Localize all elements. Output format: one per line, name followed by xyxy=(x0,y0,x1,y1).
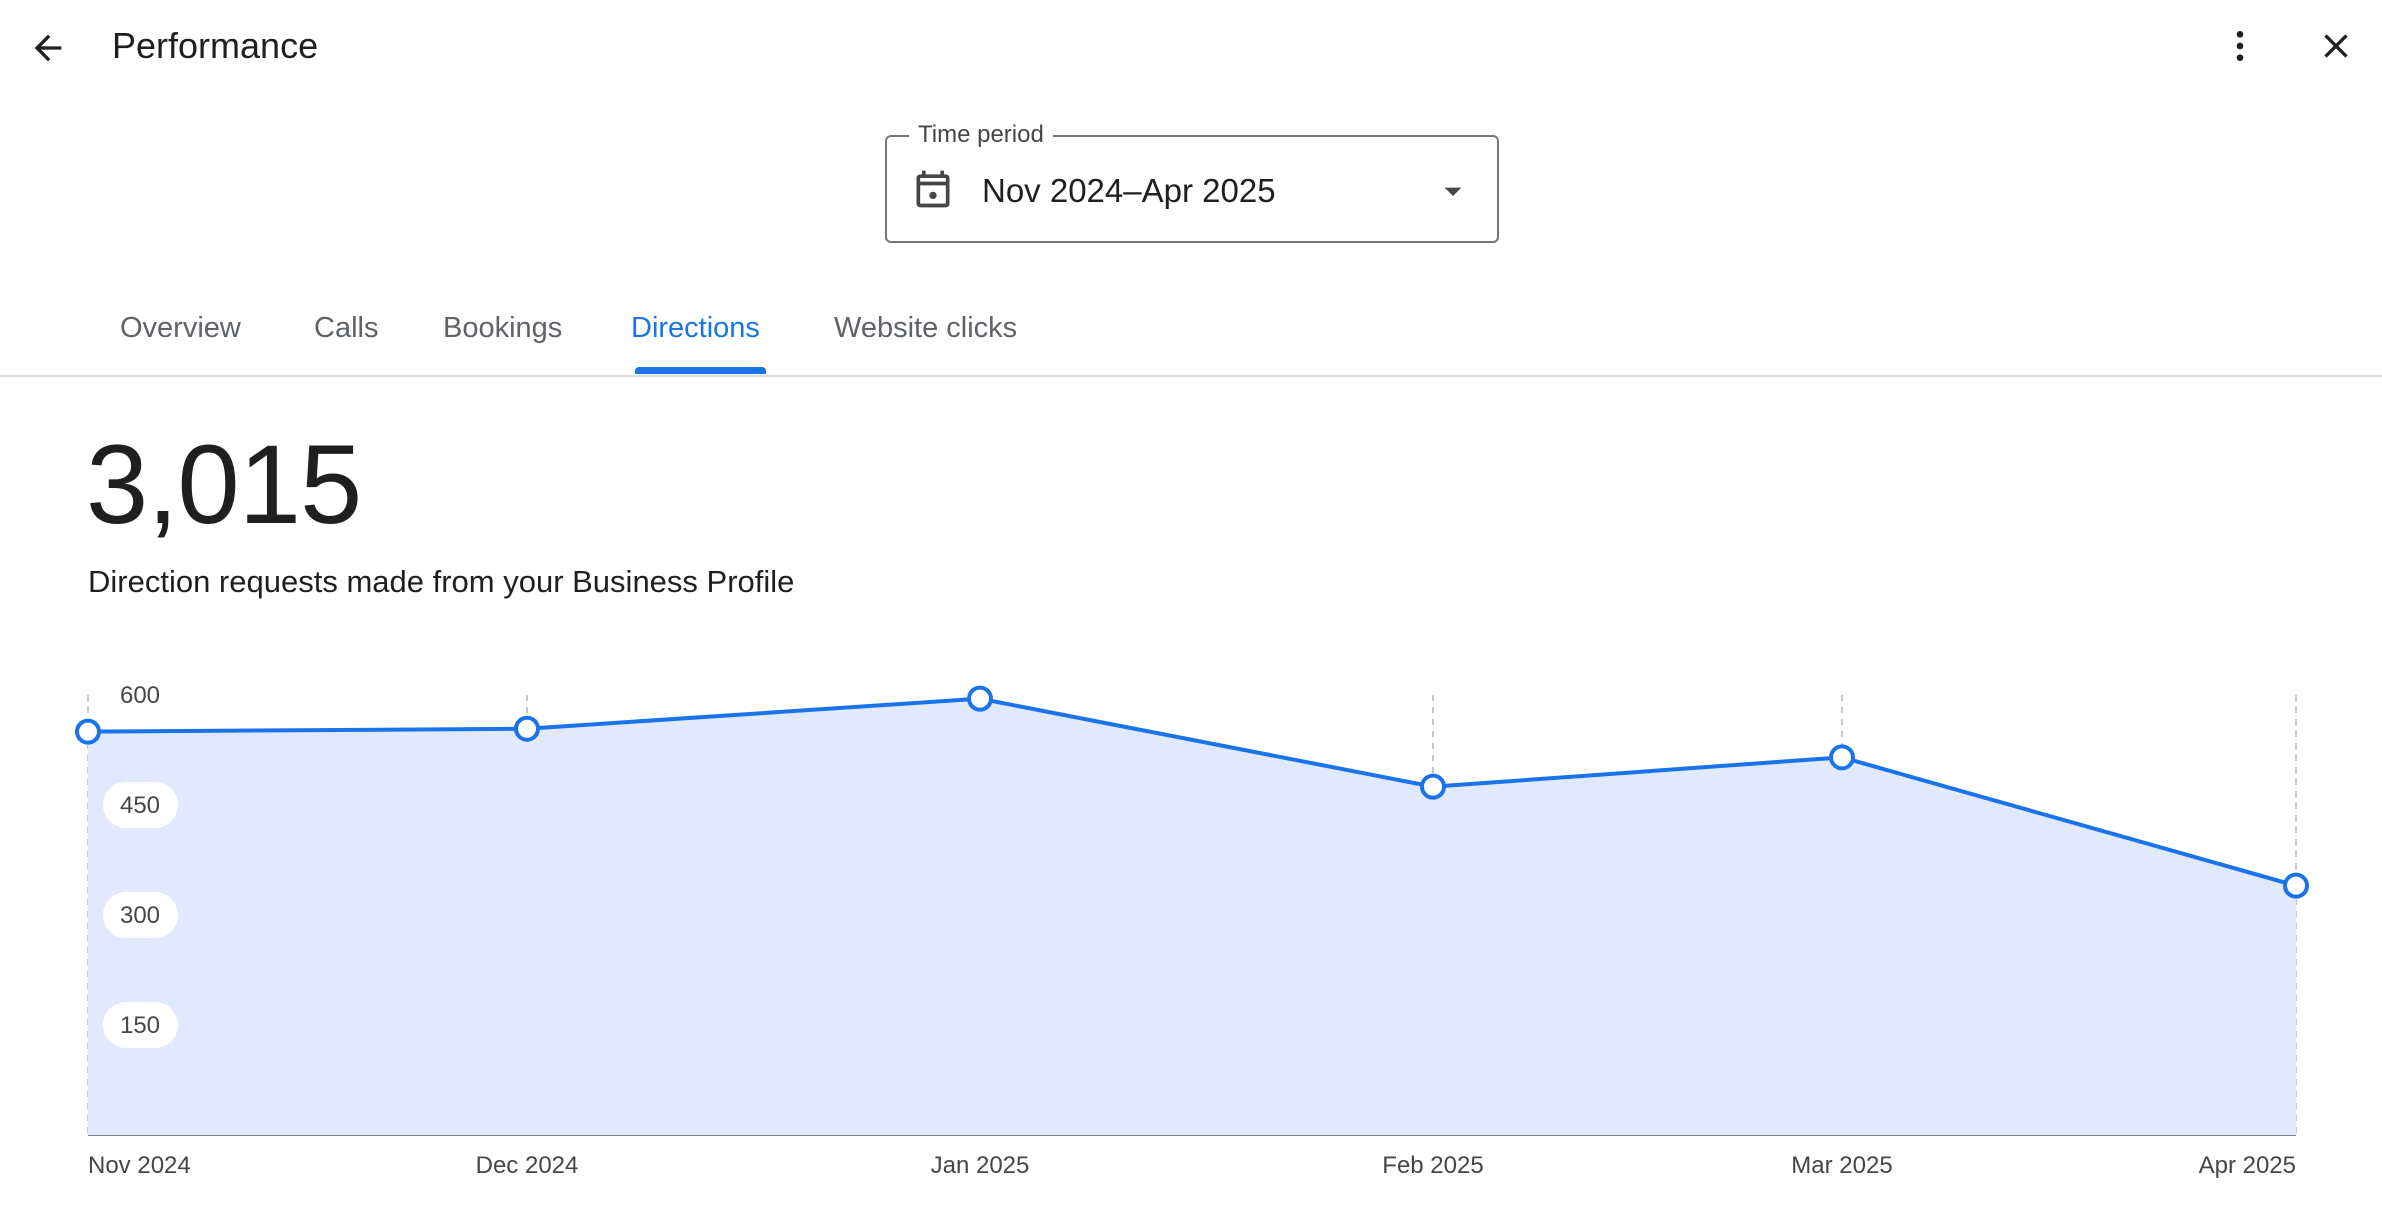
data-point[interactable] xyxy=(967,685,993,712)
caret-down-icon xyxy=(1444,187,1462,196)
close-button[interactable] xyxy=(2306,16,2366,76)
x-tick-label: Mar 2025 xyxy=(1791,1152,1892,1179)
tab-bookings[interactable]: Bookings xyxy=(443,312,563,344)
x-tick-label: Jan 2025 xyxy=(931,1152,1030,1179)
time-period-select[interactable]: Time period Nov 2024–Apr 2025 xyxy=(885,120,1499,243)
y-tick-label-bg xyxy=(103,1002,178,1048)
calendar-icon xyxy=(916,170,950,208)
tab-overview[interactable]: Overview xyxy=(120,312,241,344)
active-tab-indicator xyxy=(635,367,766,374)
data-point[interactable] xyxy=(1829,744,1855,771)
y-tick-label: 600 xyxy=(120,682,160,709)
more-options-button[interactable] xyxy=(2210,16,2270,76)
y-tick-label-bg xyxy=(103,892,178,938)
back-button[interactable] xyxy=(18,18,78,78)
y-tick-label: 300 xyxy=(120,902,160,929)
x-tick-label: Apr 2025 xyxy=(2199,1152,2296,1179)
page-title: Performance xyxy=(112,25,319,66)
series-line xyxy=(87,696,2297,888)
top-bar: Performance xyxy=(0,0,2382,92)
metric-description: Direction requests made from your Busine… xyxy=(88,564,795,599)
data-point[interactable] xyxy=(514,715,540,742)
directions-chart: 150 300 450 600 Nov 2024 Dec 2024 Jan 2025 Feb… xyxy=(75,682,2309,1179)
data-point[interactable] xyxy=(2283,872,2309,899)
tab-directions[interactable]: Directions xyxy=(631,312,760,344)
tab-bar: Overview Calls Bookings Directions Websi… xyxy=(0,280,2382,377)
metric-value: 3,015 xyxy=(86,422,362,547)
time-period-label: Time period xyxy=(909,120,1053,150)
tab-website-clicks[interactable]: Website clicks xyxy=(834,312,1018,344)
y-tick-label: 150 xyxy=(120,1012,160,1039)
y-tick-label: 450 xyxy=(120,792,160,819)
data-point[interactable] xyxy=(75,718,101,745)
time-period-value: Nov 2024–Apr 2025 xyxy=(982,172,1276,209)
data-point[interactable] xyxy=(1420,773,1446,800)
tab-calls[interactable]: Calls xyxy=(314,312,379,344)
area-fill xyxy=(88,698,2296,1135)
x-tick-label: Dec 2024 xyxy=(476,1152,579,1179)
y-tick-label-bg xyxy=(103,782,178,828)
x-tick-label: Nov 2024 xyxy=(88,1152,191,1179)
more-vert-icon xyxy=(2236,31,2244,61)
close-icon xyxy=(2324,34,2348,58)
x-tick-label: Feb 2025 xyxy=(1382,1152,1483,1179)
arrow-left-icon xyxy=(34,34,62,62)
